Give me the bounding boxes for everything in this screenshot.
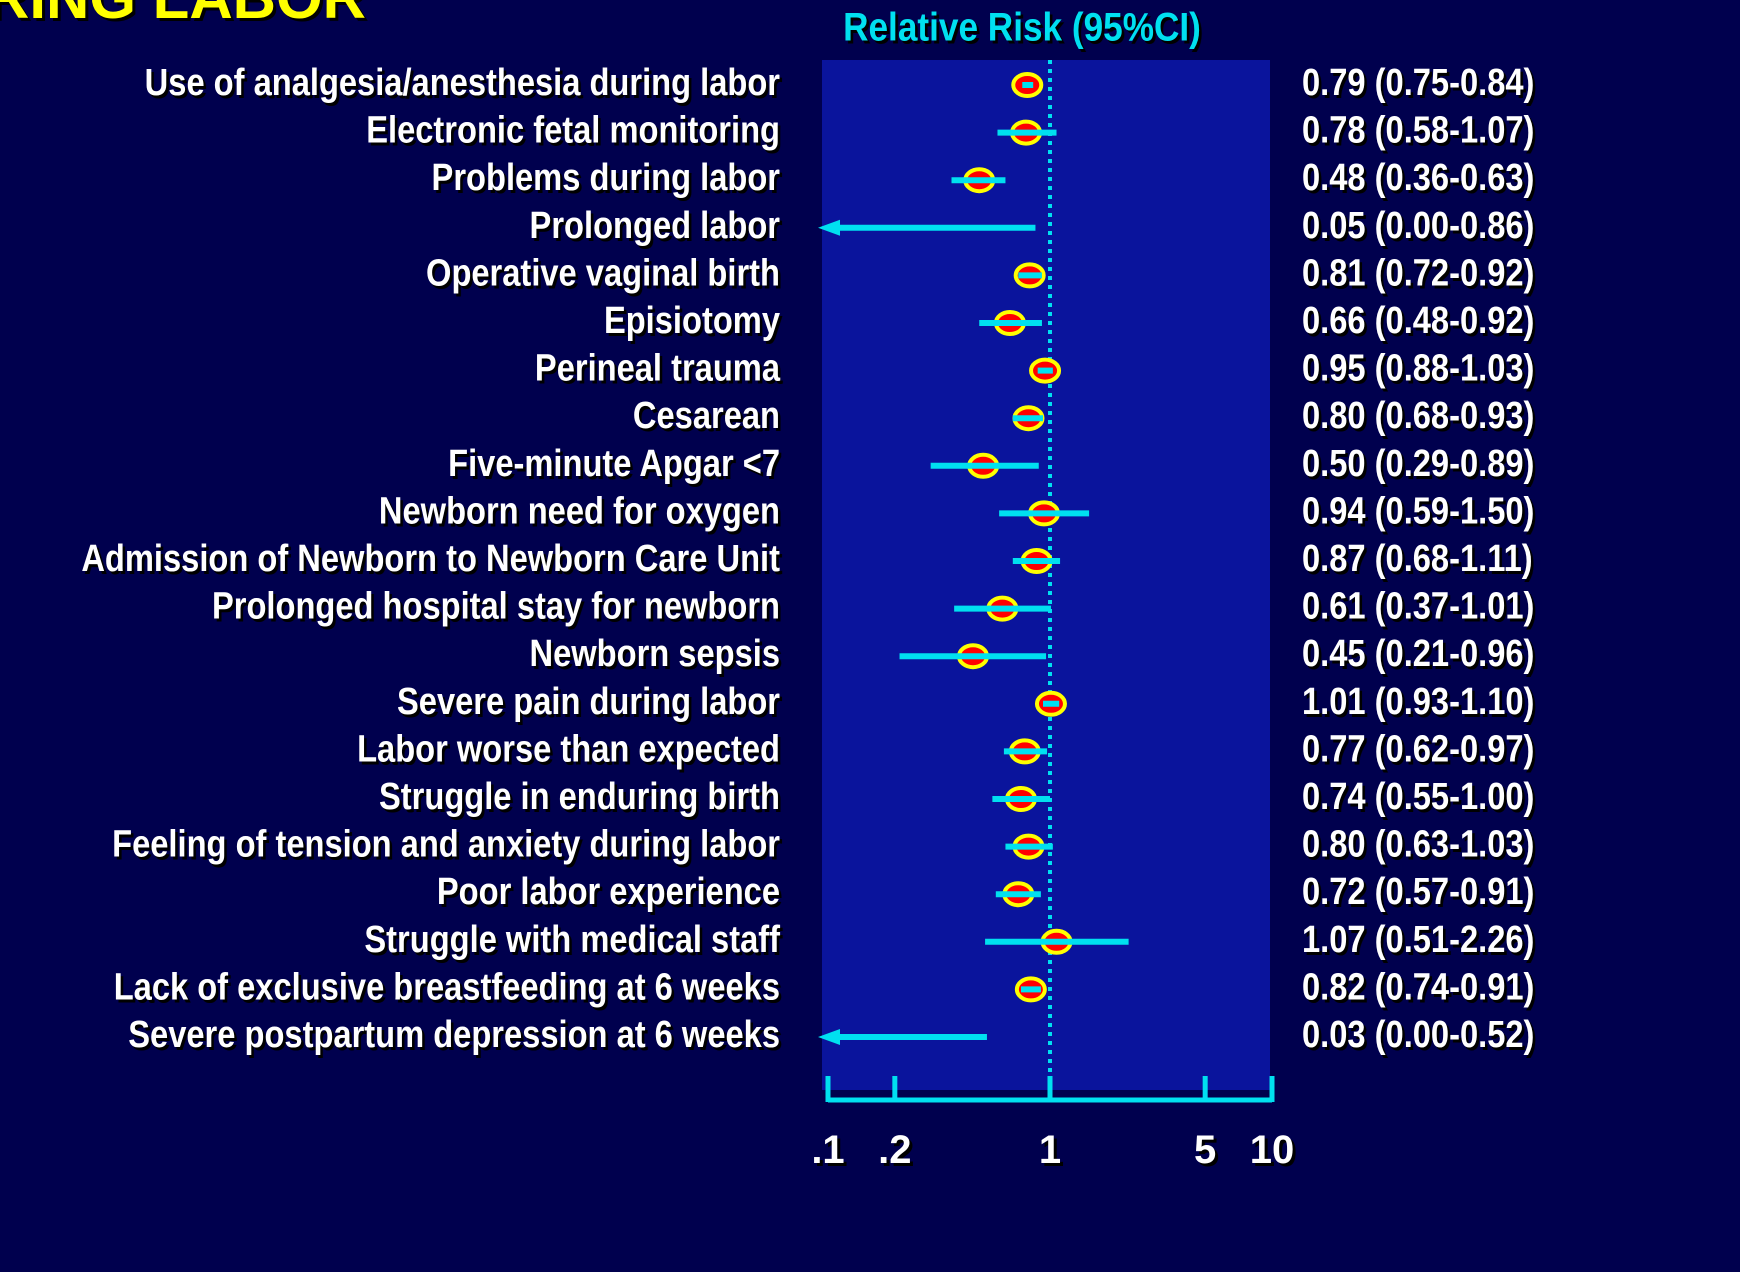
value-label-group: 0.03 (0.00-0.52) — [1302, 1013, 1534, 1056]
axis-title: Relative Risk (95%CI) — [843, 4, 1201, 49]
value-label-group: 0.80 (0.68-0.93) — [1302, 394, 1534, 437]
ci-arrow — [818, 1029, 840, 1045]
value-label-group: 1.07 (0.51-2.26) — [1302, 918, 1534, 961]
row-label-group: Labor worse than expected — [357, 727, 780, 770]
value-label: 1.07 (0.51-2.26) — [1302, 918, 1534, 961]
row-label-group: Admission of Newborn to Newborn Care Uni… — [81, 537, 780, 580]
value-label-group: 0.50 (0.29-0.89) — [1302, 442, 1534, 485]
row-label-group: Prolonged hospital stay for newborn — [212, 584, 780, 627]
value-label: 0.03 (0.00-0.52) — [1302, 1013, 1534, 1056]
row-label-group: Struggle in enduring birth — [379, 775, 780, 818]
row-label: Perineal trauma — [535, 346, 780, 389]
row-label: Struggle in enduring birth — [379, 775, 780, 818]
row-label-group: Prolonged labor — [530, 204, 781, 247]
x-tick-label: 5 — [1194, 1128, 1216, 1172]
row-label-group: Operative vaginal birth — [426, 251, 780, 294]
value-label-group: 0.72 (0.57-0.91) — [1302, 870, 1534, 913]
row-label: Episiotomy — [604, 299, 780, 342]
value-label: 0.79 (0.75-0.84) — [1302, 61, 1534, 104]
value-label: 0.48 (0.36-0.63) — [1302, 156, 1534, 199]
value-label: 0.94 (0.59-1.50) — [1302, 489, 1534, 532]
row-label-group: Poor labor experience — [437, 870, 780, 913]
value-label-group: 0.80 (0.63-1.03) — [1302, 822, 1534, 865]
row-label: Prolonged labor — [530, 204, 781, 247]
value-label-group: 0.74 (0.55-1.00) — [1302, 775, 1534, 818]
value-label-group: 0.81 (0.72-0.92) — [1302, 251, 1534, 294]
ci-arrow — [818, 219, 840, 236]
row-label: Electronic fetal monitoring — [366, 108, 780, 151]
value-label-group: 0.77 (0.62-0.97) — [1302, 727, 1534, 770]
value-label-group: 0.87 (0.68-1.11) — [1302, 537, 1533, 580]
x-tick-label: 1 — [1039, 1128, 1061, 1172]
value-label: 0.82 (0.74-0.91) — [1302, 965, 1534, 1008]
row-label: Cesarean — [633, 394, 780, 437]
row-label-group: Struggle with medical staff — [364, 918, 780, 961]
value-label-group: 0.82 (0.74-0.91) — [1302, 965, 1534, 1008]
row-label: Severe pain during labor — [397, 680, 780, 723]
value-label-group: 0.48 (0.36-0.63) — [1302, 156, 1534, 199]
row-label: Prolonged hospital stay for newborn — [212, 584, 780, 627]
value-label: 0.80 (0.63-1.03) — [1302, 822, 1534, 865]
row-label-group: Newborn need for oxygen — [379, 489, 780, 532]
row-label: Admission of Newborn to Newborn Care Uni… — [81, 537, 780, 580]
row-label-group: Newborn sepsis — [529, 632, 780, 675]
row-label-group: Severe postpartum depression at 6 weeks — [128, 1013, 780, 1056]
value-label: 0.66 (0.48-0.92) — [1302, 299, 1534, 342]
row-label: Lack of exclusive breastfeeding at 6 wee… — [114, 965, 780, 1008]
row-label: Problems during labor — [432, 156, 781, 199]
row-label-group: Five-minute Apgar <7 — [448, 442, 780, 485]
value-label: 0.81 (0.72-0.92) — [1302, 251, 1534, 294]
row-label-group: Cesarean — [633, 394, 780, 437]
row-label-group: Lack of exclusive breastfeeding at 6 wee… — [114, 965, 780, 1008]
value-label: 0.95 (0.88-1.03) — [1302, 346, 1534, 389]
chart-title: RING LABOR — [0, 0, 366, 31]
value-label: 0.72 (0.57-0.91) — [1302, 870, 1534, 913]
row-label: Newborn sepsis — [529, 632, 780, 675]
value-label: 0.78 (0.58-1.07) — [1302, 108, 1534, 151]
value-label: 0.80 (0.68-0.93) — [1302, 394, 1534, 437]
plot-panel — [822, 60, 1270, 1090]
value-label: 1.01 (0.93-1.10) — [1302, 680, 1534, 723]
row-label-group: Severe pain during labor — [397, 680, 780, 723]
row-label-group: Perineal trauma — [535, 346, 780, 389]
value-label: 0.61 (0.37-1.01) — [1302, 584, 1534, 627]
row-label: Labor worse than expected — [357, 727, 780, 770]
value-label-group: 0.79 (0.75-0.84) — [1302, 61, 1534, 104]
row-label: Operative vaginal birth — [426, 251, 780, 294]
value-label-group: 0.78 (0.58-1.07) — [1302, 108, 1534, 151]
x-tick-label: .1 — [811, 1128, 844, 1172]
value-label: 0.50 (0.29-0.89) — [1302, 442, 1534, 485]
x-tick-label: .2 — [878, 1128, 911, 1172]
value-label-group: 0.66 (0.48-0.92) — [1302, 299, 1534, 342]
value-label: 0.45 (0.21-0.96) — [1302, 632, 1534, 675]
value-label: 0.77 (0.62-0.97) — [1302, 727, 1534, 770]
row-label-group: Feeling of tension and anxiety during la… — [112, 822, 780, 865]
row-label: Struggle with medical staff — [364, 918, 780, 961]
x-tick-label: 10 — [1250, 1128, 1295, 1172]
value-label-group: 0.05 (0.00-0.86) — [1302, 204, 1534, 247]
value-label: 0.87 (0.68-1.11) — [1302, 537, 1533, 580]
row-label: Newborn need for oxygen — [379, 489, 780, 532]
row-label: Severe postpartum depression at 6 weeks — [128, 1013, 780, 1056]
row-label-group: Electronic fetal monitoring — [366, 108, 780, 151]
value-label-group: 0.95 (0.88-1.03) — [1302, 346, 1534, 389]
value-label-group: 0.61 (0.37-1.01) — [1302, 584, 1534, 627]
value-label: 0.05 (0.00-0.86) — [1302, 204, 1534, 247]
value-label: 0.74 (0.55-1.00) — [1302, 775, 1534, 818]
row-label-group: Episiotomy — [604, 299, 780, 342]
row-label: Poor labor experience — [437, 870, 780, 913]
value-label-group: 0.94 (0.59-1.50) — [1302, 489, 1534, 532]
row-label: Feeling of tension and anxiety during la… — [112, 822, 780, 865]
row-label-group: Use of analgesia/anesthesia during labor — [145, 61, 781, 104]
row-label: Use of analgesia/anesthesia during labor — [145, 61, 781, 104]
value-label-group: 1.01 (0.93-1.10) — [1302, 680, 1534, 723]
value-label-group: 0.45 (0.21-0.96) — [1302, 632, 1534, 675]
row-label-group: Problems during labor — [432, 156, 781, 199]
row-label: Five-minute Apgar <7 — [448, 442, 780, 485]
